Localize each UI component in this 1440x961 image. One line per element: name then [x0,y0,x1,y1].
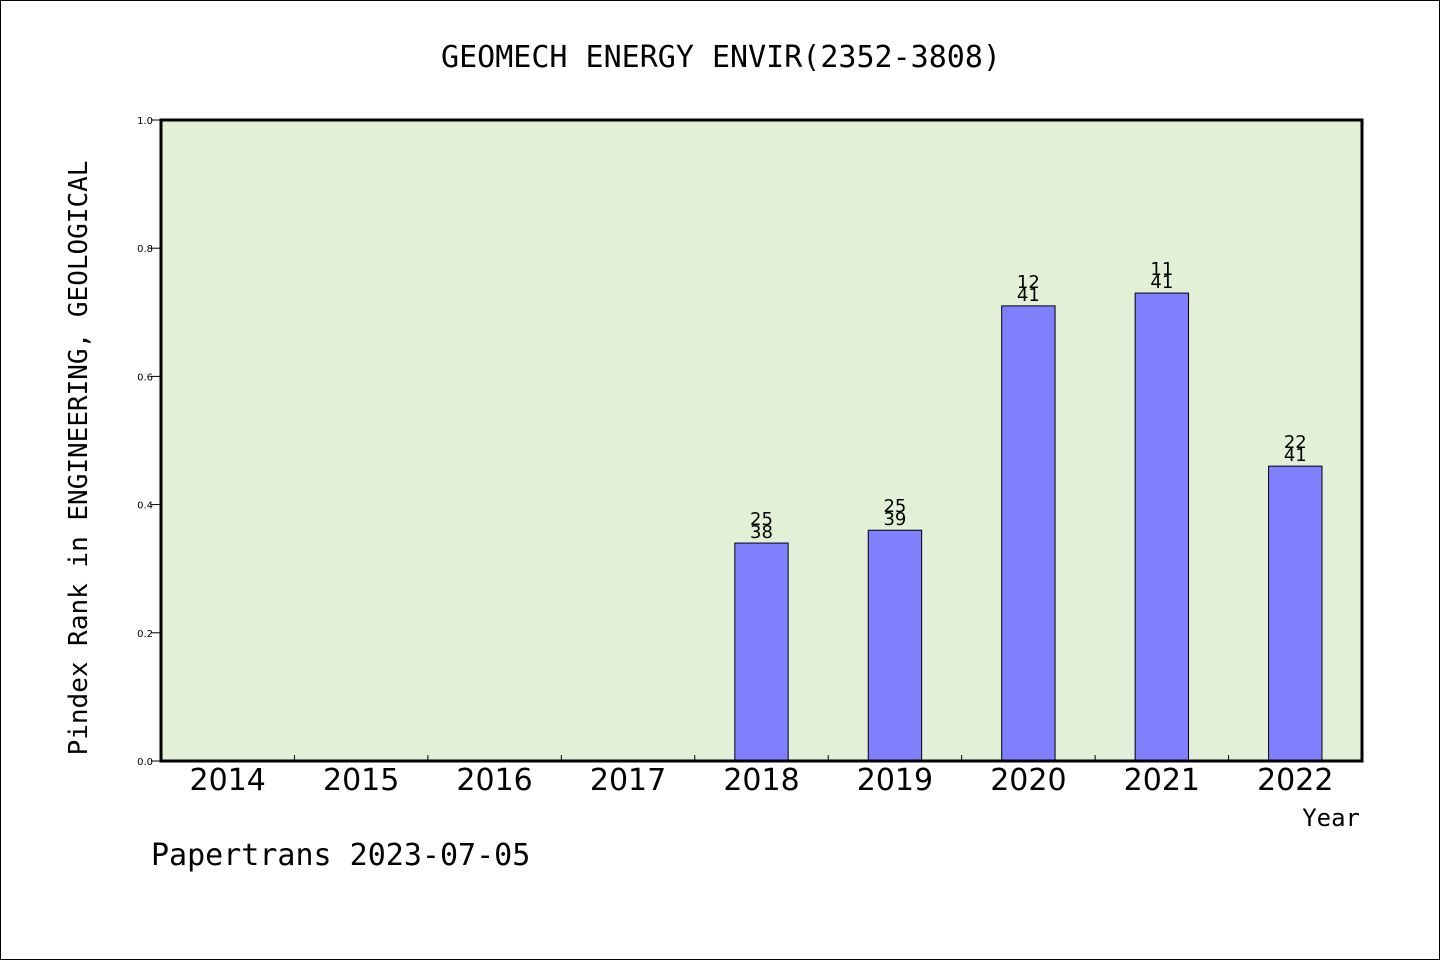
y-tick-label: 0.2 [137,629,153,640]
x-tick-label: 2017 [590,763,666,798]
bar-rank-label: 25 [750,509,773,530]
x-tick-label: 2022 [1257,763,1333,798]
bar [1134,292,1190,762]
y-axis-label: Pindex Rank in ENGINEERING, GEOLOGICAL [64,161,94,756]
x-tick-label: 2018 [723,763,799,798]
bar-total-label: 39 [883,509,906,530]
y-tick-label: 0.6 [137,372,153,383]
y-axis: 0.0 0.2 0.4 0.6 0.8 1.0 [137,116,161,768]
bar-rank-label: 11 [1150,259,1173,280]
bar-rank-label: 25 [883,496,906,517]
bar [734,542,789,762]
x-axis: 2014 2015 2016 2017 2018 2019 2020 2021 2022 [190,755,1333,798]
x-tick-label: 2020 [990,763,1066,798]
bar [1001,305,1056,762]
plot-border [159,118,1364,763]
x-axis-label: Year [1302,804,1360,832]
bar-total-label: 41 [1284,445,1307,466]
x-tick-label: 2015 [323,763,399,798]
y-tick-label: 0.4 [137,501,153,512]
bar-total-label: 41 [1150,272,1173,293]
x-tick-label: 2014 [190,763,266,798]
y-tick-label: 1.0 [137,116,153,127]
chart-title: GEOMECH ENERGY ENVIR(2352-3808) [441,40,1001,75]
bar [1268,465,1323,762]
footer-credit: Papertrans 2023-07-05 [151,838,530,873]
bar [867,529,923,762]
x-tick-label: 2019 [857,763,933,798]
bar-series [734,292,1323,762]
bar-total-label: 38 [750,522,773,543]
x-tick-label: 2021 [1124,763,1200,798]
y-tick-label: 0.8 [137,244,153,255]
bar-rank-label: 22 [1284,432,1307,453]
bar-total-label: 41 [1017,285,1040,306]
bar-rank-label: 12 [1017,272,1040,293]
y-tick-label: 0.0 [137,757,153,768]
x-tick-label: 2016 [456,763,532,798]
